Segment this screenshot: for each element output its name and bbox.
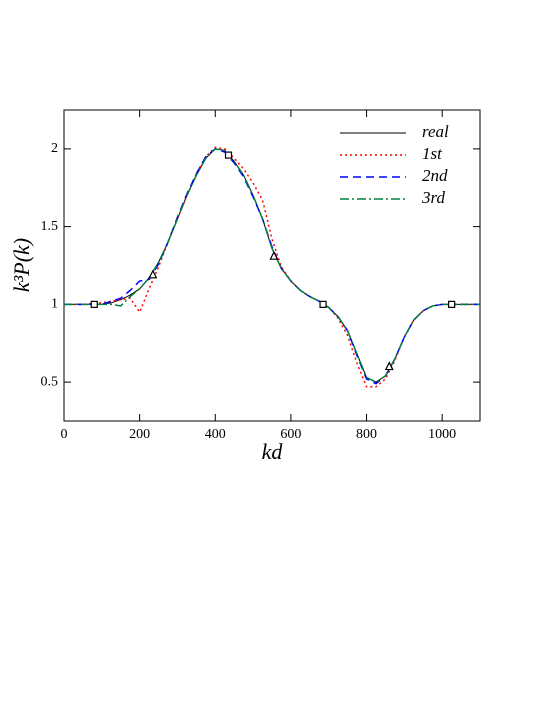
- plot-frame: [63, 109, 481, 422]
- y-tick-label: 1.5: [41, 219, 59, 234]
- x-axis-label: kd: [262, 439, 284, 464]
- x-tick-label: 1000: [428, 427, 456, 442]
- y-axis-label: k³P(k): [9, 238, 34, 292]
- triangle-marker: [269, 250, 279, 260]
- x-tick-label: 0: [61, 427, 68, 442]
- series-line: [64, 148, 480, 383]
- square-marker: [448, 300, 456, 308]
- legend-label: real: [422, 122, 449, 141]
- legend-label: 2nd: [422, 166, 448, 185]
- y-tick-label: 0.5: [41, 374, 59, 389]
- series-line: [64, 148, 480, 383]
- legend-label: 1st: [422, 144, 443, 163]
- series-line: [64, 148, 480, 385]
- legend-label: 3rd: [421, 188, 445, 207]
- x-tick-label: 800: [356, 427, 377, 442]
- square-marker: [224, 151, 233, 159]
- y-tick-label: 2: [51, 141, 58, 156]
- y-tick-label: 1: [51, 297, 58, 312]
- series-line: [64, 146, 480, 388]
- x-tick-label: 200: [129, 427, 150, 442]
- triangle-marker: [384, 361, 394, 371]
- x-tick-label: 600: [280, 427, 301, 442]
- triangle-marker: [148, 269, 158, 279]
- x-tick-label: 400: [205, 427, 226, 442]
- square-marker: [90, 300, 98, 308]
- square-marker: [319, 300, 327, 308]
